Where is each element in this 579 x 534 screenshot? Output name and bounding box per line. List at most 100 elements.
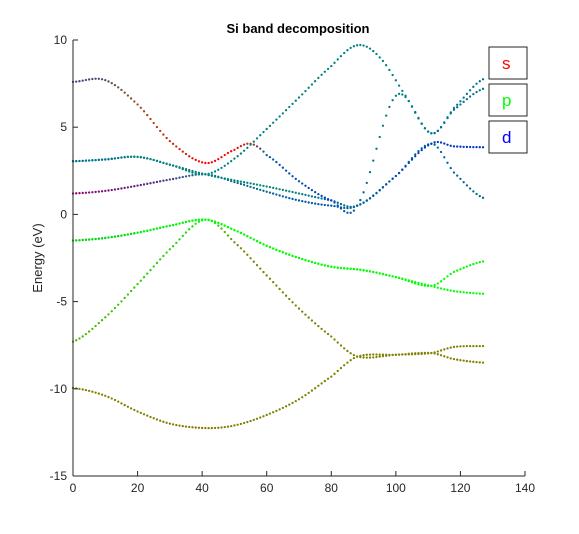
band-point — [207, 218, 210, 222]
band-point — [207, 426, 210, 430]
band-point — [78, 337, 81, 340]
band-point — [410, 353, 414, 356]
band-point — [472, 93, 475, 96]
band-point — [439, 125, 443, 129]
band-point — [155, 227, 159, 230]
y-axis-label: Energy (eV) — [30, 223, 45, 292]
band-point — [178, 222, 181, 225]
band-point — [355, 355, 359, 358]
band-point — [230, 178, 233, 181]
band-point — [317, 192, 320, 196]
band-point — [123, 233, 126, 237]
band-point — [142, 413, 146, 416]
band-point — [378, 272, 381, 275]
band-point — [333, 372, 336, 375]
band-point — [304, 313, 307, 316]
band-point — [152, 158, 155, 162]
band-point — [378, 56, 381, 59]
band-point — [223, 425, 226, 429]
band-point — [81, 238, 84, 242]
band-point — [233, 241, 236, 244]
legend-label-d: d — [502, 128, 511, 147]
band-point — [236, 423, 239, 426]
band-point — [346, 361, 349, 364]
band-point — [401, 353, 404, 356]
band-point — [239, 247, 243, 250]
band-point — [355, 44, 359, 47]
band-point — [368, 170, 372, 174]
y-tick-label: 10 — [54, 33, 68, 47]
band-point — [181, 167, 184, 171]
band-point — [320, 263, 323, 266]
band-point — [117, 400, 120, 403]
band-point — [291, 197, 294, 201]
band-point — [430, 351, 433, 355]
band-point — [175, 223, 178, 226]
band-point — [78, 192, 81, 195]
band-point — [304, 200, 307, 203]
band-point — [397, 92, 401, 96]
band-point — [139, 230, 142, 234]
band-point — [249, 185, 252, 189]
band-point — [168, 163, 172, 166]
band-point — [165, 162, 168, 165]
band-point — [233, 157, 236, 160]
chart-title: Si band decomposition — [226, 21, 369, 36]
band-point — [288, 403, 291, 406]
band-point — [236, 244, 239, 247]
band-point — [220, 227, 223, 230]
x-tick-label: 40 — [195, 481, 209, 495]
band-point — [120, 234, 123, 237]
band-point — [184, 425, 188, 428]
band-point — [226, 425, 230, 428]
band-point — [439, 354, 443, 357]
band-point — [462, 181, 465, 184]
band-point — [478, 292, 481, 295]
band-point — [142, 156, 146, 159]
band-point — [262, 270, 265, 274]
band-point — [349, 352, 352, 355]
band-point — [91, 390, 94, 393]
band-point — [443, 156, 446, 159]
band-point — [259, 134, 262, 137]
band-point — [230, 237, 233, 241]
band-point — [226, 151, 230, 155]
band-point — [433, 285, 436, 289]
band-point — [481, 87, 485, 90]
band-point — [359, 268, 362, 271]
band-point — [268, 124, 272, 128]
band-point — [236, 155, 239, 158]
band-point — [191, 426, 194, 429]
band-point — [394, 174, 398, 178]
band-point — [155, 261, 159, 265]
band-point — [252, 140, 255, 143]
band-point — [152, 121, 155, 125]
band-point — [313, 322, 317, 325]
band-point — [236, 146, 239, 150]
band-point — [152, 228, 155, 231]
band-point — [213, 426, 217, 430]
band-point — [313, 195, 317, 199]
band-point — [275, 187, 278, 190]
band-point — [456, 145, 459, 148]
band-point — [378, 355, 381, 358]
band-point — [233, 179, 236, 182]
band-point — [242, 181, 246, 184]
band-point — [252, 418, 255, 422]
band-point — [294, 399, 297, 403]
band-point — [268, 412, 272, 415]
band-point — [217, 158, 220, 161]
band-point — [84, 388, 88, 392]
legend-box-d — [488, 120, 528, 154]
band-point — [149, 182, 152, 185]
band-point — [152, 417, 155, 420]
band-point — [478, 195, 481, 198]
band-point — [362, 44, 365, 47]
band-point — [171, 423, 175, 426]
band-point — [459, 359, 462, 362]
band-point — [310, 319, 314, 322]
band-point — [459, 103, 462, 106]
band-point — [284, 196, 288, 199]
band-point — [317, 202, 320, 206]
band-point — [155, 159, 159, 163]
